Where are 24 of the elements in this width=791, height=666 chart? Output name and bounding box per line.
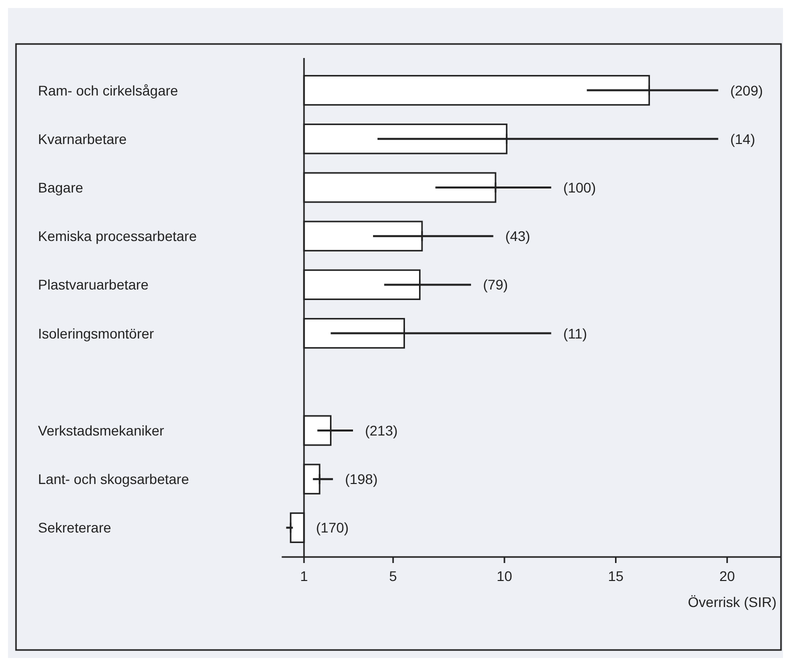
y-tick-label: Kvarnarbetare — [38, 130, 127, 147]
annotation: (209) — [730, 82, 763, 98]
annotation: (79) — [483, 276, 508, 293]
y-tick-label: Sekreterare — [38, 520, 112, 536]
x-tick-label: 5 — [389, 568, 398, 584]
annotation: (43) — [505, 228, 530, 244]
x-tick-label: 15 — [608, 568, 624, 584]
annotation: (100) — [563, 180, 596, 196]
annotation: (11) — [563, 325, 588, 342]
annotation: (198) — [344, 471, 378, 488]
y-tick-label: Isoleringsmontörer — [38, 325, 154, 342]
annotation: (14) — [730, 130, 756, 147]
y-tick-label: Bagare — [38, 180, 84, 196]
y-tick-label: Plastvaruarbetare — [38, 276, 149, 293]
x-axis-title: Överrisk (SIR) — [688, 594, 777, 610]
y-tick-label: Lant- och skogsarbetare — [38, 471, 190, 488]
y-tick-label: Kemiska processarbetare — [38, 228, 197, 244]
x-tick-label: 1 — [300, 568, 308, 584]
y-tick-label: Ram- och cirkelsågare — [38, 82, 178, 98]
annotation: (170) — [316, 520, 349, 536]
y-tick-label: Verkstadsmekaniker — [38, 422, 164, 438]
annotation: (213) — [364, 422, 398, 438]
x-tick-label: 10 — [496, 568, 512, 584]
x-tick-label: 20 — [719, 568, 736, 584]
